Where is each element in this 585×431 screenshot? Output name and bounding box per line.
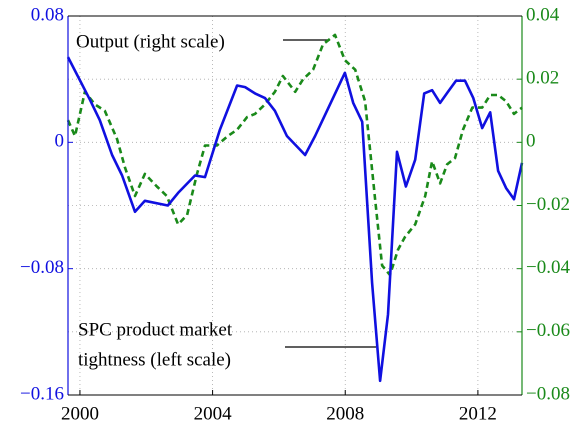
- y2-tick-label: 0: [526, 131, 536, 152]
- y2-tick-label: −0.04: [526, 257, 570, 278]
- y-tick-label: 0: [55, 131, 65, 152]
- x-tick-label: 2008: [326, 403, 364, 424]
- annotation: tightness (left scale): [78, 349, 231, 370]
- x-tick-label: 2004: [194, 403, 233, 424]
- y2-tick-label: 0.04: [526, 4, 560, 25]
- y-tick-label: −0.16: [20, 383, 64, 404]
- y2-tick-label: −0.06: [526, 320, 570, 341]
- y-tick-label: 0.08: [31, 4, 64, 25]
- series-line: [66, 33, 523, 277]
- y2-tick-label: −0.02: [526, 194, 570, 215]
- series-line: [66, 56, 524, 383]
- y2-tick-label: 0.02: [526, 68, 559, 89]
- annotation: Output (right scale): [76, 31, 225, 52]
- x-tick-label: 2012: [459, 403, 497, 424]
- y-tick-label: −0.08: [20, 257, 64, 278]
- annotation: SPC product market: [78, 319, 233, 340]
- x-tick-label: 2000: [61, 403, 99, 424]
- y2-tick-label: −0.08: [526, 383, 570, 404]
